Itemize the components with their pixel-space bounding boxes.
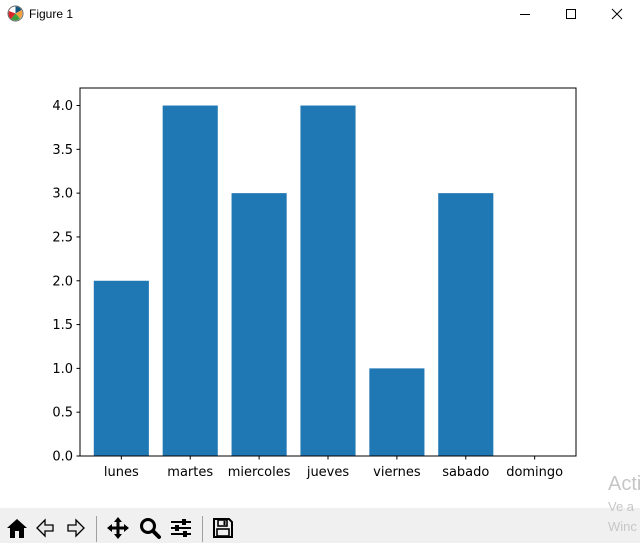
y-tick-label: 1.0 [52,362,73,377]
x-tick-label: martes [167,465,213,480]
bars [93,105,494,457]
x-axis: lunes martes miercoles jueves viernes sabado d… [104,456,563,480]
y-tick-label: 3.5 [52,143,73,158]
y-tick-label: 2.0 [52,274,73,289]
window-title: Figure 1 [29,7,74,21]
home-icon [7,519,27,538]
back-icon [36,518,54,538]
forward-button[interactable] [62,514,90,542]
save-icon [213,518,233,538]
y-tick-label: 0.0 [52,450,73,465]
home-button[interactable] [3,514,31,542]
x-tick-label: lunes [104,465,139,480]
bar-lunes [93,280,149,456]
pan-button[interactable] [104,514,132,542]
save-button[interactable] [209,514,237,542]
bar-miercoles [231,193,287,456]
y-tick-label: 2.5 [52,230,73,245]
configure-subplots-icon [171,519,191,537]
bar-viernes [369,368,425,456]
x-tick-label: viernes [373,465,421,480]
maximize-button[interactable] [548,0,594,28]
configure-subplots-button[interactable] [167,514,195,542]
bar-jueves [300,105,356,457]
matplotlib-icon [7,5,24,22]
y-tick-label: 3.0 [52,187,73,202]
y-tick-label: 1.5 [52,318,73,333]
minimize-icon [520,14,530,15]
bar-martes [162,105,218,457]
toolbar-separator [202,516,203,542]
y-tick-label: 4.0 [52,99,73,114]
title-bar: Figure 1 [0,0,640,28]
maximize-icon [566,9,576,19]
toolbar-separator [96,516,97,542]
activation-watermark-title: Acti [608,473,640,495]
bar-sabado [438,193,494,456]
zoom-icon [140,518,161,539]
pan-icon [107,517,129,539]
activation-watermark-line: Ve a [608,499,635,514]
x-tick-label: jueves [306,465,350,480]
figure-canvas[interactable]: 0.0 0.5 1.0 1.5 2.0 2.5 3.0 3.5 4.0 lunes martes m… [0,28,640,508]
forward-icon [67,518,85,538]
y-tick-label: 0.5 [52,406,73,421]
minimize-button[interactable] [502,0,548,28]
x-tick-label: miercoles [228,465,291,480]
close-icon [611,8,623,20]
x-tick-label: domingo [506,465,563,480]
close-button[interactable] [594,0,640,28]
navigation-toolbar [0,508,640,543]
back-button[interactable] [31,514,59,542]
zoom-button[interactable] [136,514,164,542]
y-axis: 0.0 0.5 1.0 1.5 2.0 2.5 3.0 3.5 4.0 [52,99,80,465]
activation-watermark-line: Winc [608,519,637,534]
x-tick-label: sabado [442,465,489,480]
